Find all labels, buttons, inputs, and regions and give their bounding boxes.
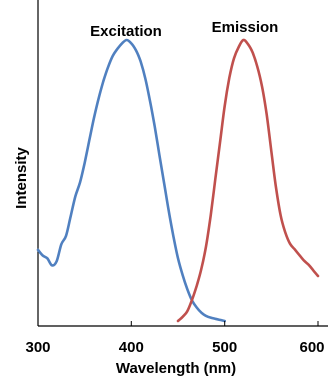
series-label-emission: Emission [212, 19, 279, 36]
series-line-excitation [36, 38, 226, 323]
series-layer [36, 38, 320, 323]
x-tick-label: 500 [212, 339, 237, 356]
plot-area: 300 400 500 600 [25, 0, 328, 356]
series-label-excitation: Excitation [90, 23, 162, 40]
series-line-emission [176, 38, 320, 323]
x-tick-label: 300 [25, 339, 50, 356]
ticks-layer: 300 400 500 600 [25, 321, 325, 356]
y-axis-title: Intensity [13, 147, 30, 209]
x-axis-title: Wavelength (nm) [116, 360, 236, 377]
x-tick-label: 400 [119, 339, 144, 356]
x-tick-label: 600 [299, 339, 324, 356]
